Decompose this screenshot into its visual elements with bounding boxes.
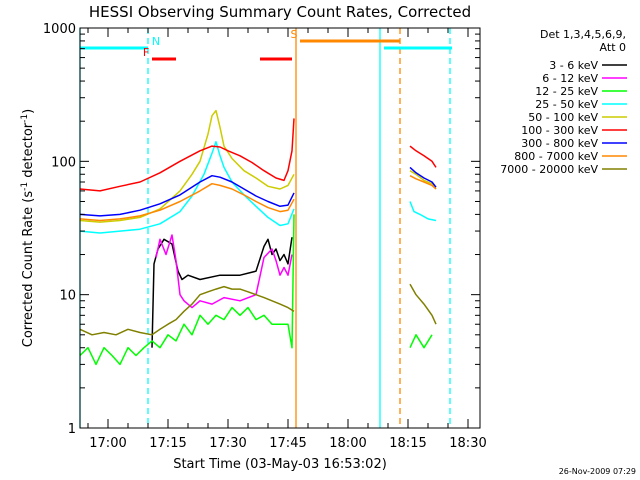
legend-entry-3: 25 - 50 keV — [535, 98, 598, 111]
x-tick-label-17:45: 17:45 — [269, 436, 306, 451]
series-line-5-seg-0 — [79, 118, 295, 192]
generation-timestamp: 26-Nov-2009 07:29 — [559, 467, 636, 476]
series-line-4-seg-0 — [79, 109, 295, 223]
series-line-2-seg-1 — [409, 334, 433, 349]
series-line-8-seg-1 — [409, 283, 437, 325]
legend-entry-2: 12 - 25 keV — [535, 85, 598, 98]
series-line-3-seg-1 — [409, 201, 437, 222]
y-tick-label-1000: 1000 — [43, 22, 76, 37]
x-tick-label-18:30: 18:30 — [449, 436, 486, 451]
x-axis: 17:00 17:15 17:30 17:45 18:00 18:15 18:30 — [87, 28, 487, 451]
chart-title: HESSI Observing Summary Count Rates, Cor… — [89, 3, 471, 21]
legend-entry-6: 300 - 800 keV — [521, 137, 598, 150]
flag-label-s: S — [291, 28, 298, 41]
series-layer — [79, 109, 437, 366]
y-axis-label: Corrected Count Rate (s-1 detector-1) — [20, 109, 36, 347]
x-tick-label-18:15: 18:15 — [389, 436, 426, 451]
legend-entry-5: 100 - 300 keV — [521, 124, 598, 137]
y-label-mid: detector — [21, 122, 36, 182]
legend-header-line-2: Att 0 — [600, 41, 626, 54]
series-line-7-seg-1 — [409, 175, 437, 190]
y-axis: 1 10 100 1000 — [43, 22, 480, 437]
flag-label-n: N — [152, 35, 160, 48]
flags-layer: NF S — [80, 28, 452, 61]
legend-header-line-1: Det 1,3,4,5,6,9, — [540, 28, 626, 41]
legend-entry-4: 50 - 100 keV — [528, 111, 598, 124]
flag-label-f: F — [143, 46, 149, 59]
x-axis-label: Start Time (03-May-03 16:53:02) — [173, 457, 387, 472]
x-tick-label-18:00: 18:00 — [329, 436, 366, 451]
series-line-6-seg-1 — [409, 166, 437, 188]
y-label-sup1: -1 — [20, 182, 30, 191]
legend-entry-1: 6 - 12 keV — [542, 72, 598, 85]
y-label-base: Corrected Count Rate (s — [21, 191, 36, 348]
x-tick-label-17:15: 17:15 — [149, 436, 186, 451]
series-line-2-seg-0 — [79, 214, 295, 366]
vertical-markers — [79, 28, 451, 428]
series-line-1-seg-0 — [155, 234, 293, 309]
y-tick-label-100: 100 — [51, 155, 76, 170]
series-line-4-seg-1 — [409, 170, 437, 190]
legend-entry-7: 800 - 7000 keV — [514, 150, 598, 163]
series-line-0-seg-0 — [151, 237, 293, 348]
y-tick-label-10: 10 — [59, 289, 76, 304]
series-line-7-seg-0 — [79, 182, 295, 222]
series-line-6-seg-0 — [79, 174, 295, 217]
y-tick-label-1: 1 — [68, 422, 76, 437]
series-line-8-seg-0 — [79, 285, 295, 336]
y-label-end: ) — [21, 109, 36, 114]
series-line-3-seg-0 — [79, 141, 295, 234]
y-label-sup2: -1 — [20, 114, 30, 123]
legend-entry-0: 3 - 6 keV — [549, 59, 598, 72]
x-tick-label-17:30: 17:30 — [209, 436, 246, 451]
series-line-5-seg-1 — [409, 145, 437, 168]
plot-frame — [79, 27, 481, 429]
x-tick-label-17:00: 17:00 — [89, 436, 126, 451]
legend-entry-8: 7000 - 20000 keV — [500, 163, 598, 176]
